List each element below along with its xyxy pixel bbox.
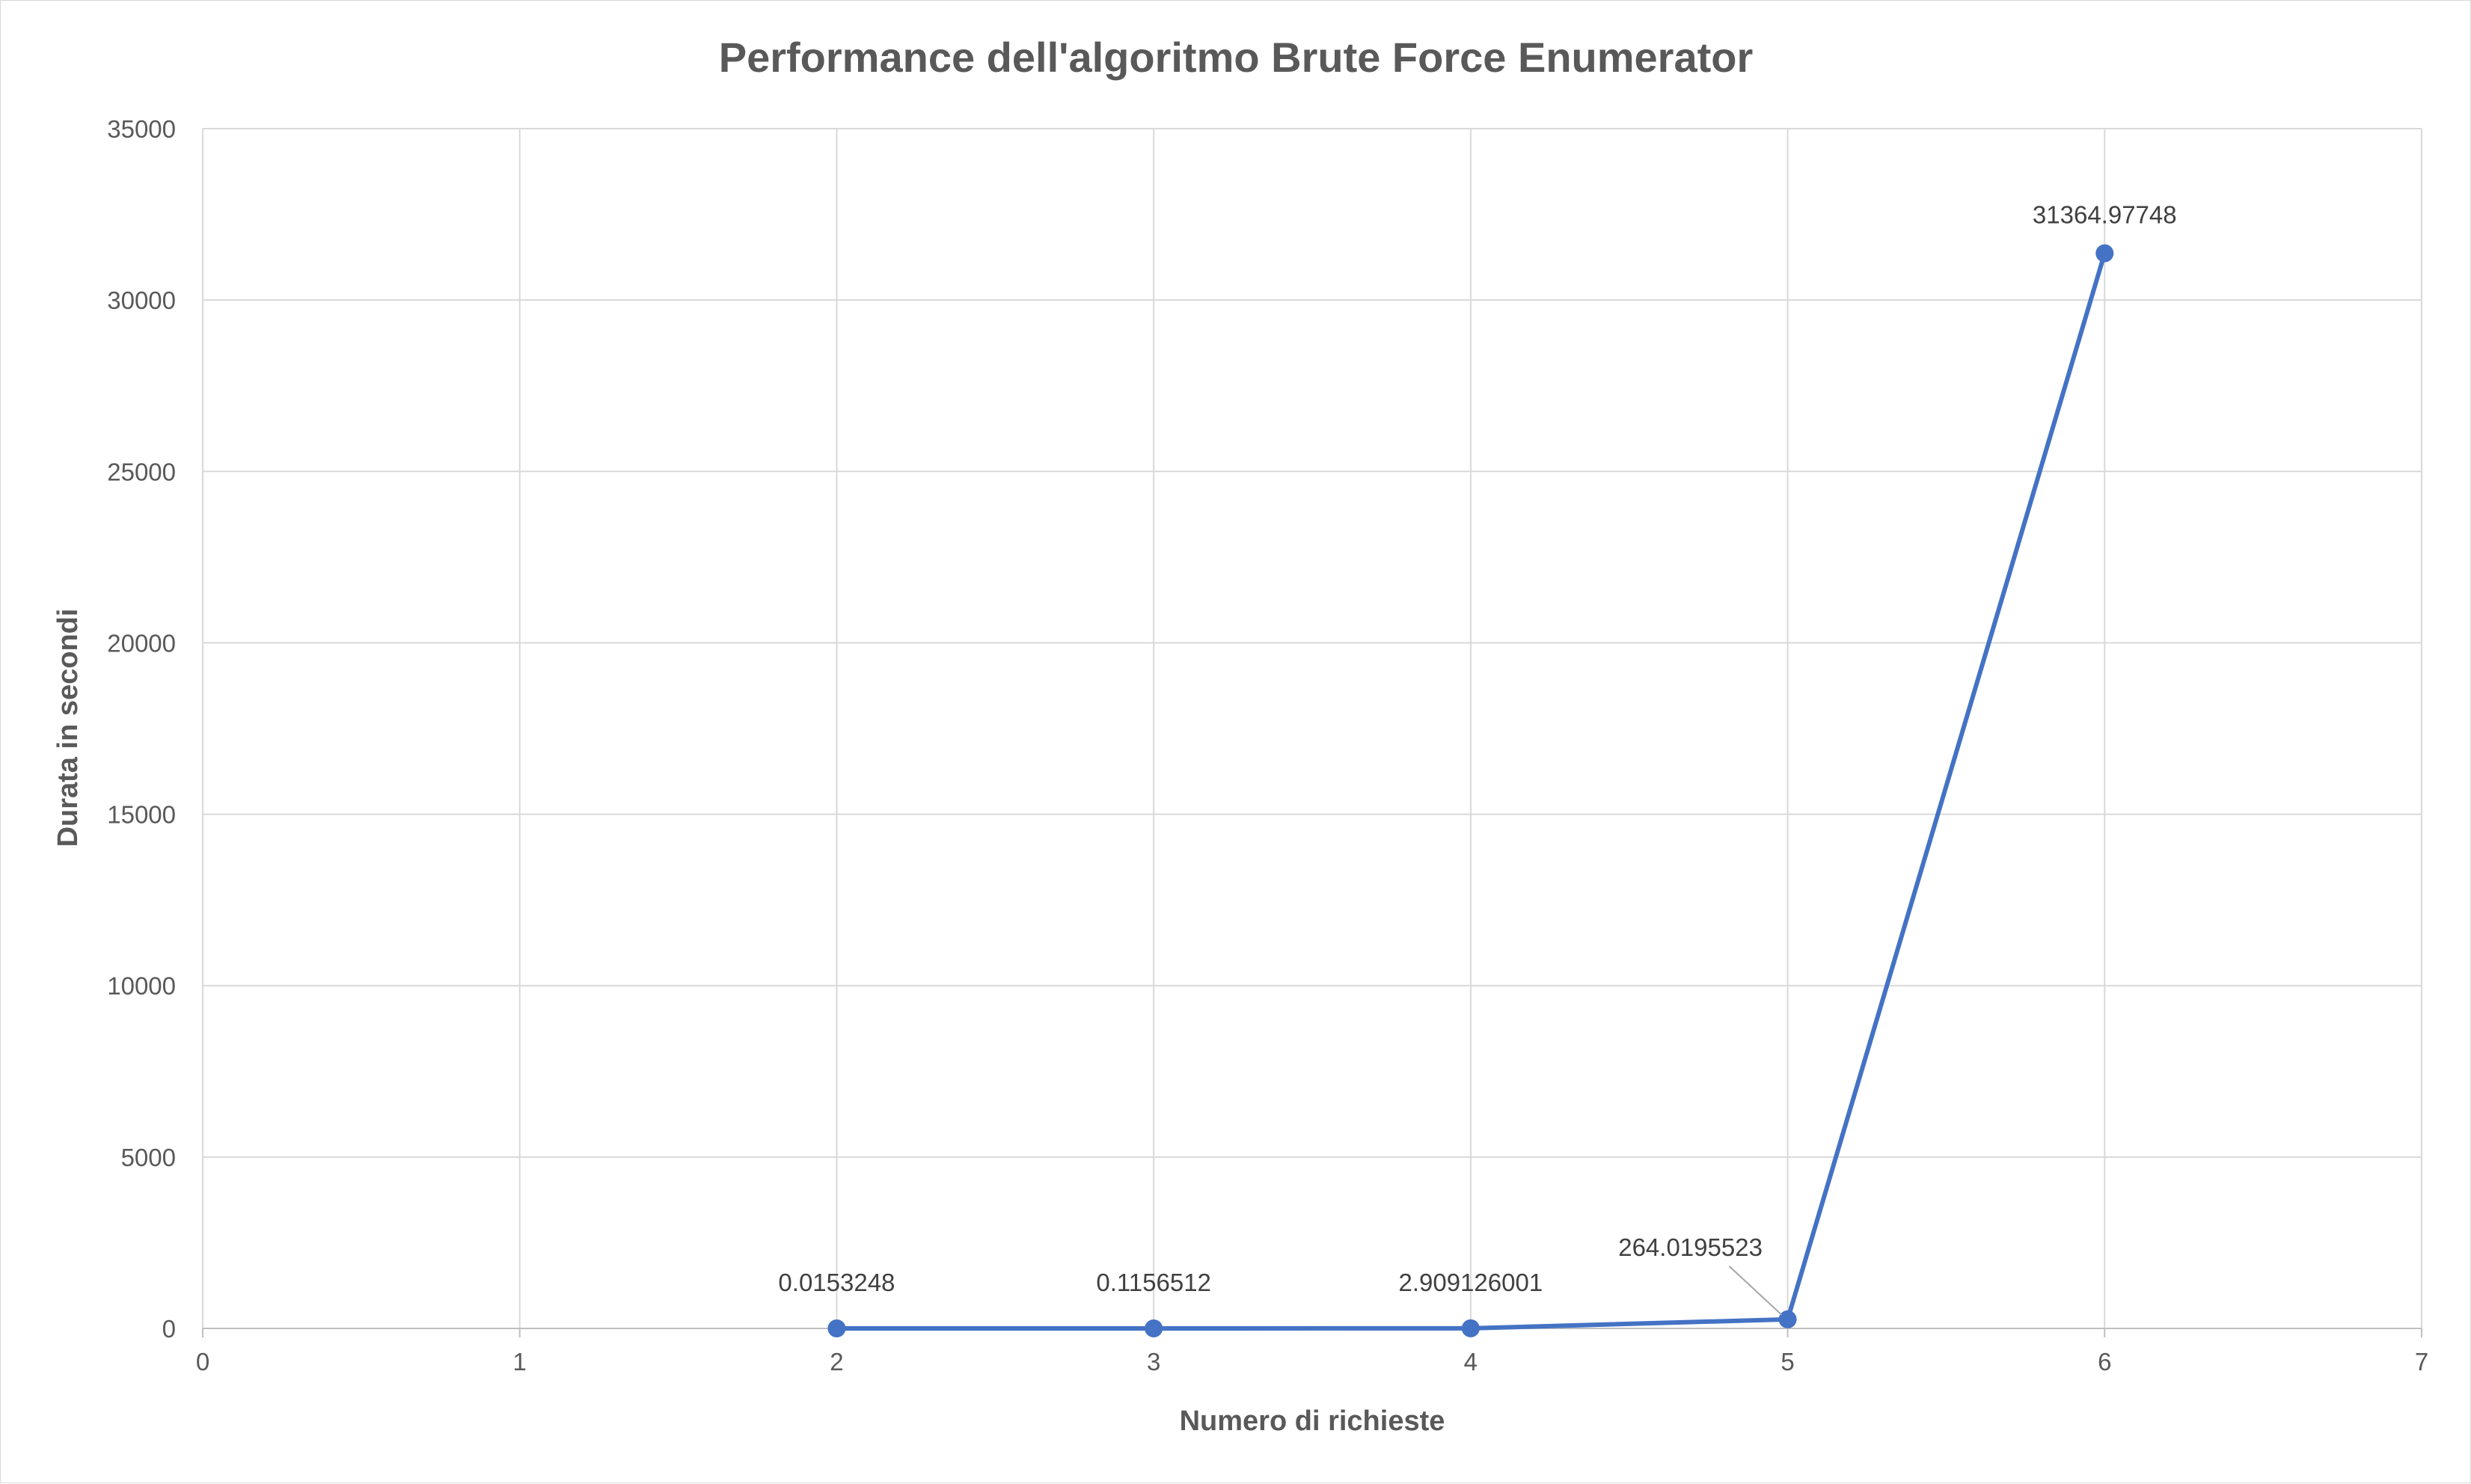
y-tick-label: 35000 (107, 115, 176, 143)
data-point (827, 1319, 846, 1337)
data-point (1145, 1319, 1163, 1337)
x-axis-title: Numero di richieste (1180, 1405, 1445, 1437)
gridlines (202, 128, 2422, 1329)
x-tick-label: 2 (830, 1348, 843, 1376)
axes: 0 1 2 3 4 5 6 7 0 5000 10000 15000 20000 25000 30000 35… (107, 115, 2428, 1376)
y-tick-label: 30000 (107, 286, 176, 314)
x-tick-label: 3 (1147, 1348, 1160, 1376)
y-tick-label: 0 (162, 1315, 176, 1343)
data-label: 0.1156512 (1096, 1269, 1211, 1296)
data-labels: 0.0153248 0.1156512 2.909126001 264.0195523… (778, 201, 2177, 1316)
y-tick-label: 15000 (107, 801, 176, 829)
x-tick-label: 6 (2098, 1348, 2111, 1376)
data-point (1461, 1319, 1480, 1337)
x-tick-label: 0 (196, 1348, 209, 1376)
data-label: 0.0153248 (778, 1269, 895, 1296)
x-tick-label: 1 (513, 1348, 527, 1376)
series-performance (827, 244, 2114, 1337)
x-tick-label: 7 (2415, 1348, 2428, 1376)
data-point (2095, 244, 2114, 263)
data-label: 2.909126001 (1399, 1269, 1543, 1296)
x-tick-label: 4 (1464, 1348, 1478, 1376)
y-tick-label: 25000 (107, 458, 176, 485)
data-point (1778, 1310, 1797, 1328)
y-axis-title: Durata in secondi (52, 609, 84, 847)
y-tick-label: 20000 (107, 629, 176, 657)
chart-title: Performance dell'algoritmo Brute Force E… (719, 34, 1754, 81)
y-tick-label: 5000 (121, 1144, 176, 1171)
data-label-leader (1728, 1266, 1783, 1316)
data-label: 264.0195523 (1618, 1233, 1763, 1261)
x-tick-label: 5 (1780, 1348, 1794, 1376)
y-tick-label: 10000 (107, 972, 176, 1000)
data-label: 31364.97748 (2033, 201, 2177, 229)
